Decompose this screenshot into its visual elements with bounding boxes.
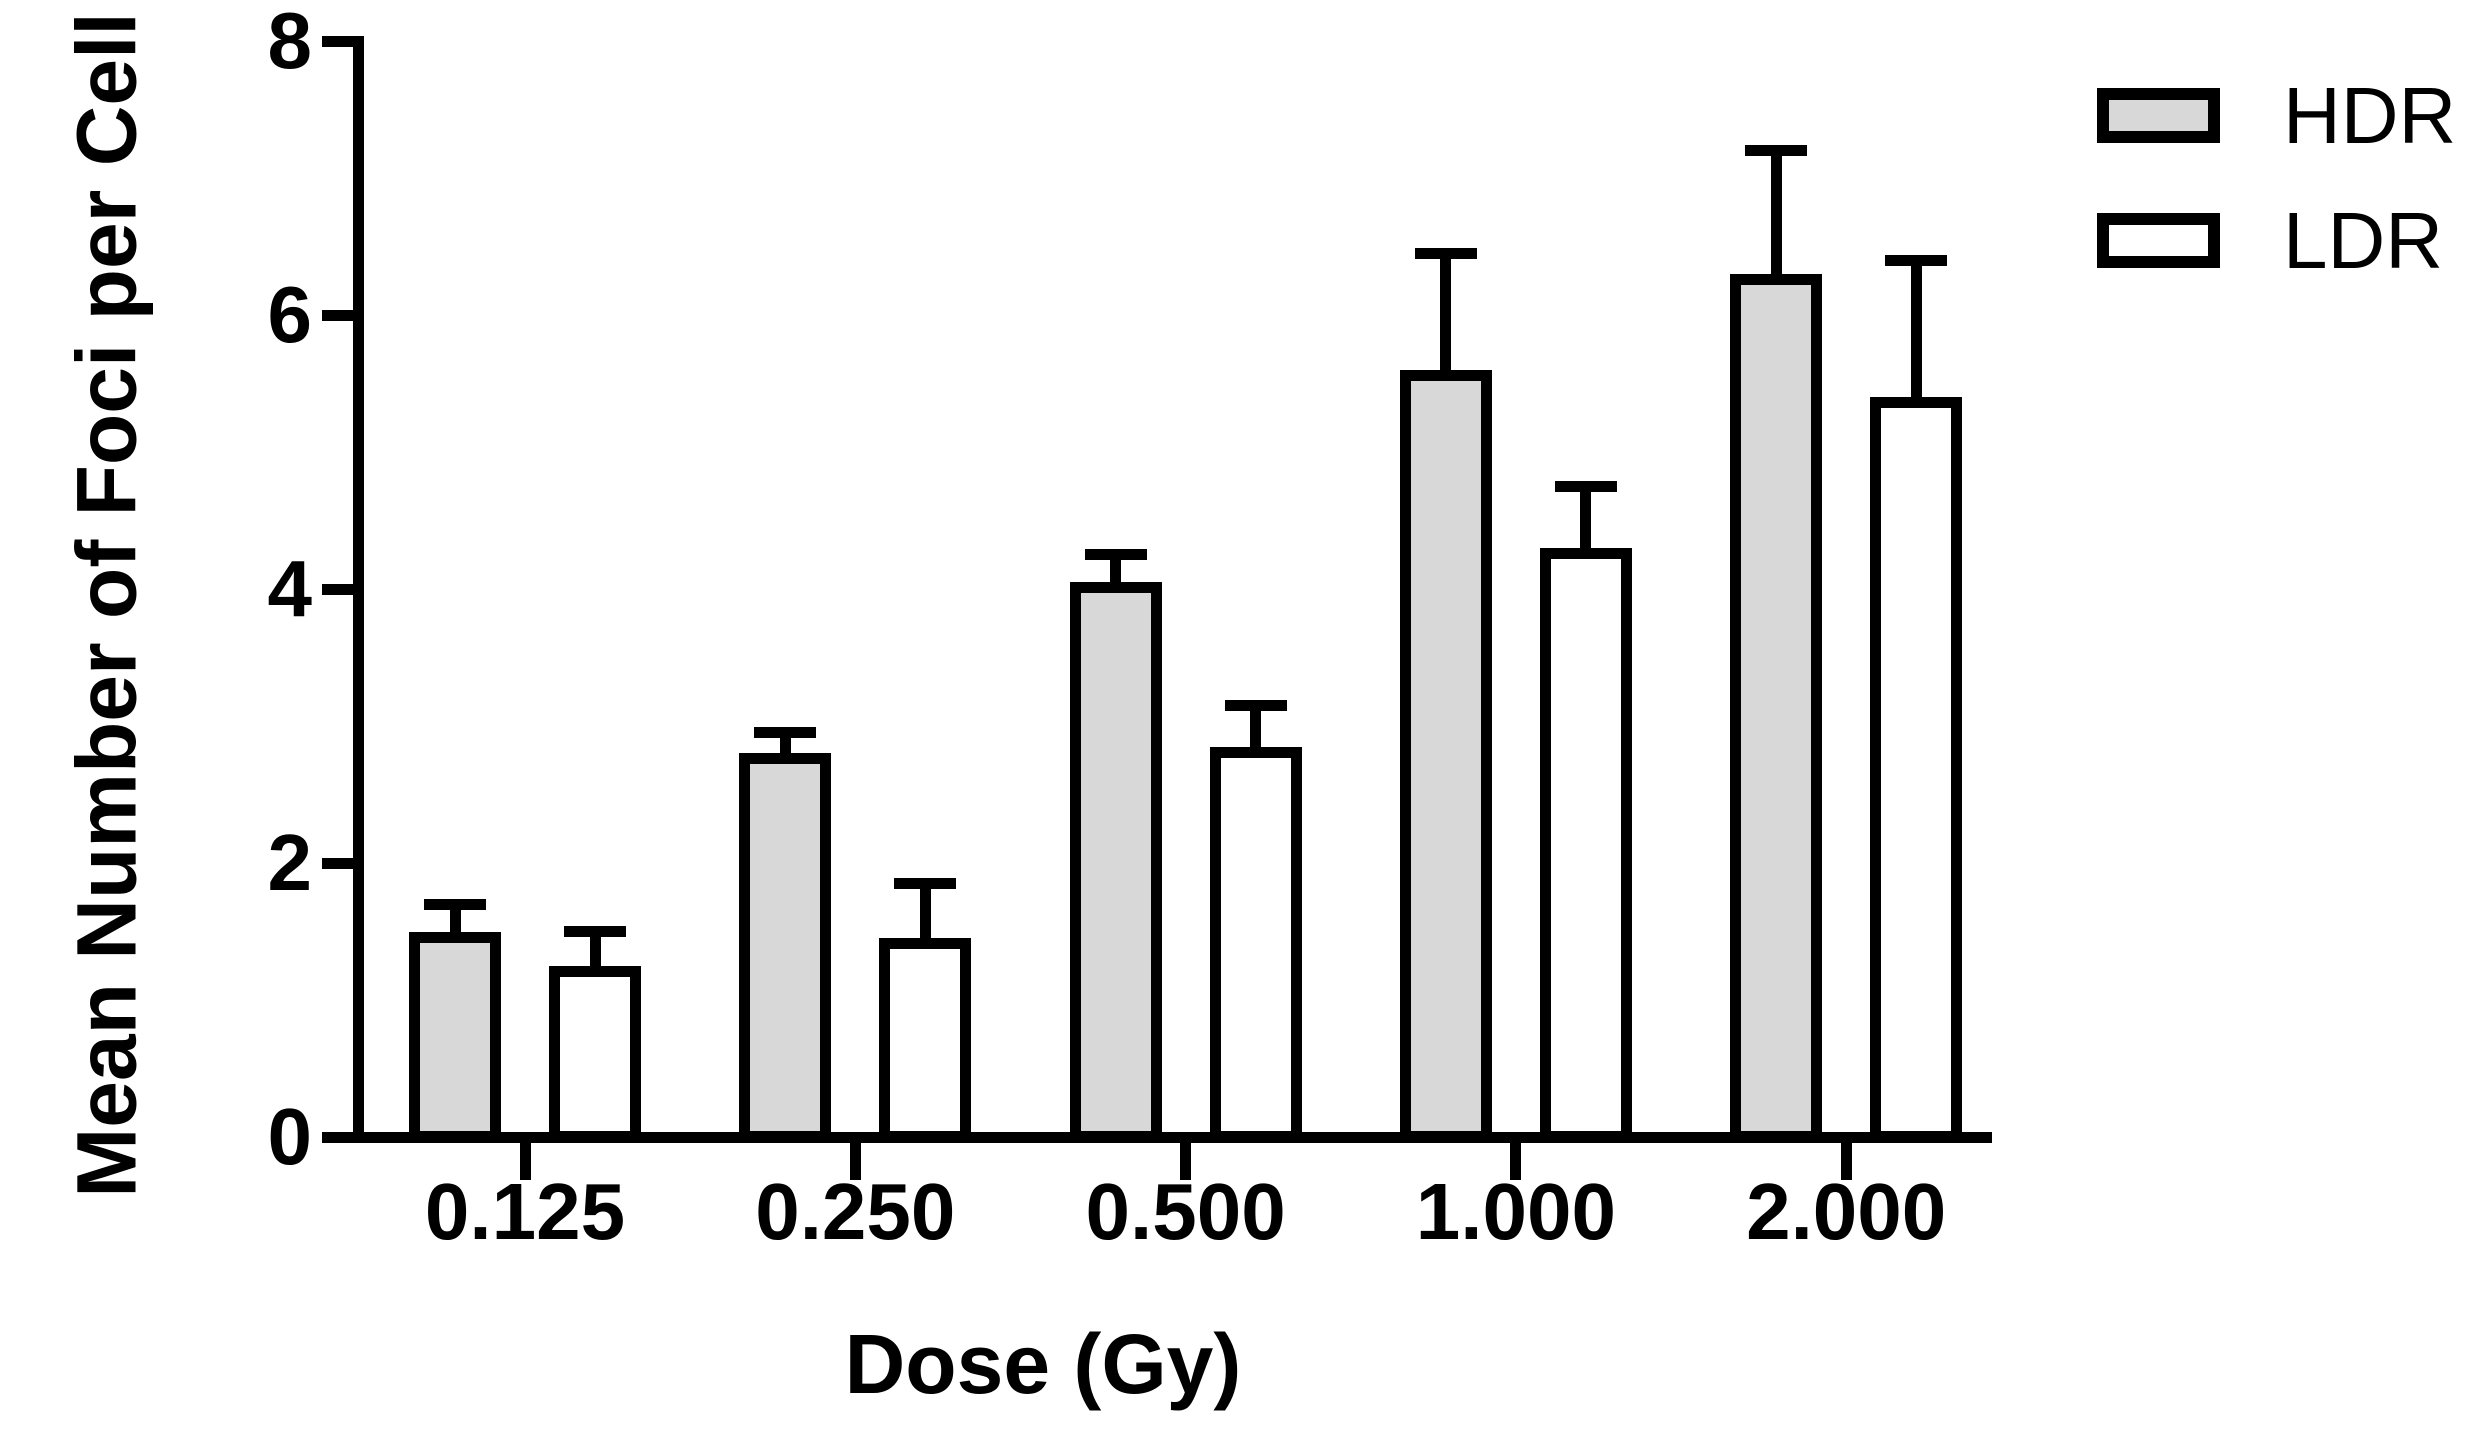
error-bar-cap-HDR-0.250 [754,727,817,739]
error-bar-cap-LDR-0.250 [894,878,957,890]
error-bar-stem-HDR-0.500 [1110,554,1122,587]
bar-hdr-0.125 [409,931,501,1142]
legend-item-ldr: LDR [2097,200,2443,280]
error-bar-cap-HDR-2.000 [1745,145,1808,157]
bar-hdr-0.500 [1069,582,1162,1142]
y-tick-8 [321,35,353,47]
error-bar-cap-HDR-0.500 [1084,549,1147,561]
x-tick-0.125 [519,1142,531,1180]
bar-ldr-2.000 [1870,397,1963,1142]
y-tick-label-4: 4 [267,544,313,633]
bar-ldr-0.125 [549,965,641,1142]
y-tick-label-0: 0 [267,1092,313,1181]
y-axis-line [352,36,364,1143]
x-tick-label-2.000: 2.000 [1746,1167,1947,1256]
x-tick-1.000 [1510,1142,1522,1180]
x-tick-label-0.125: 0.125 [424,1167,626,1256]
x-tick-label-0.500: 0.500 [1085,1167,1286,1256]
y-tick-2 [321,857,353,869]
legend-swatch-hdr-icon [2097,88,2220,143]
error-bar-stem-LDR-1.000 [1580,486,1592,552]
x-axis-title: Dose (Gy) [844,1317,1242,1411]
bar-ldr-0.250 [879,938,972,1142]
legend-swatch-ldr-icon [2097,213,2220,268]
error-bar-cap-HDR-1.000 [1414,247,1477,259]
x-tick-label-1.000: 1.000 [1415,1167,1616,1256]
y-tick-0 [321,1131,353,1143]
error-bar-cap-LDR-2.000 [1885,254,1948,266]
legend-label-ldr: LDR [2283,195,2444,285]
error-bar-stem-HDR-0.250 [779,732,791,758]
error-bar-stem-LDR-0.250 [919,883,931,943]
error-bar-stem-LDR-2.000 [1910,260,1922,402]
bar-hdr-1.000 [1399,369,1492,1142]
error-bar-cap-LDR-1.000 [1554,480,1617,492]
legend-label-hdr: HDR [2283,70,2457,160]
y-axis-title-text: Mean Number of Foci per Cell [59,12,154,1198]
bar-ldr-1.000 [1539,547,1632,1142]
y-tick-6 [321,309,353,321]
error-bar-cap-HDR-0.125 [424,898,486,910]
error-bar-stem-HDR-2.000 [1770,150,1782,278]
x-tick-0.250 [849,1142,861,1180]
y-tick-4 [321,583,353,595]
bar-hdr-0.250 [739,753,832,1142]
legend-item-hdr: HDR [2097,75,2456,155]
error-bar-stem-LDR-0.125 [589,931,601,970]
bar-hdr-2.000 [1730,273,1823,1142]
y-tick-label-2: 2 [267,818,313,907]
error-bar-stem-HDR-0.125 [449,904,461,936]
x-tick-2.000 [1840,1142,1852,1180]
error-bar-stem-HDR-1.000 [1440,253,1452,374]
x-tick-label-0.250: 0.250 [755,1167,956,1256]
error-bar-stem-LDR-0.500 [1250,705,1262,751]
y-tick-label-8: 8 [267,0,313,85]
error-bar-cap-LDR-0.125 [564,926,626,937]
bar-ldr-0.500 [1209,746,1302,1142]
x-tick-0.500 [1180,1142,1192,1180]
error-bar-cap-LDR-0.500 [1224,699,1287,711]
x-axis-line [351,1131,1992,1143]
y-tick-label-6: 6 [267,270,313,359]
